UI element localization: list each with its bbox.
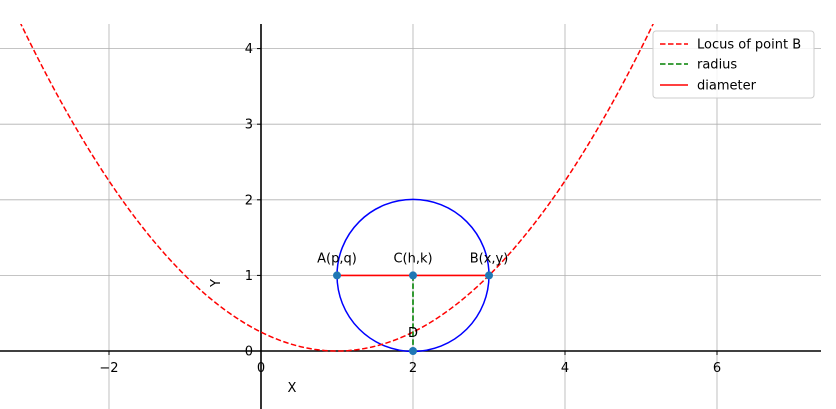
x-tick-label: 4 [561, 361, 569, 376]
x-tick-label: −2 [99, 361, 118, 376]
y-tick-label: 1 [245, 269, 253, 284]
point-d-marker [409, 347, 417, 355]
point-a-marker [333, 271, 341, 280]
point-c-label: C(h,k) [393, 251, 432, 266]
locus-curve [20, 24, 654, 352]
legend-box [652, 30, 815, 99]
point-d-label: D [408, 326, 418, 341]
y-tick-label: 4 [245, 42, 253, 57]
legend: Locus of point B radius diameter [652, 30, 815, 99]
point-c-marker [409, 271, 417, 280]
point-b-marker [485, 271, 493, 280]
point-b-label: B(x,y) [470, 251, 509, 266]
x-tick-label: 6 [713, 361, 721, 376]
y-axis-label: Y [209, 279, 224, 288]
x-axis-label: X [288, 381, 297, 396]
axes: −2 0 2 4 6 0 1 2 3 4 [0, 24, 821, 409]
points: A(p,q) C(h,k) B(x,y) D [317, 251, 508, 355]
point-a-label: A(p,q) [317, 251, 357, 266]
legend-entry-diameter: diameter [697, 79, 757, 94]
y-tick-label: 2 [245, 193, 253, 208]
x-tick-label: 2 [409, 361, 417, 376]
legend-entry-locus: Locus of point B [697, 38, 801, 53]
legend-entry-radius: radius [697, 58, 737, 73]
y-tick-label: 0 [245, 345, 253, 360]
labels: X Y [209, 279, 297, 396]
x-tick-label: 0 [257, 361, 265, 376]
y-tick-label: 3 [245, 118, 253, 133]
